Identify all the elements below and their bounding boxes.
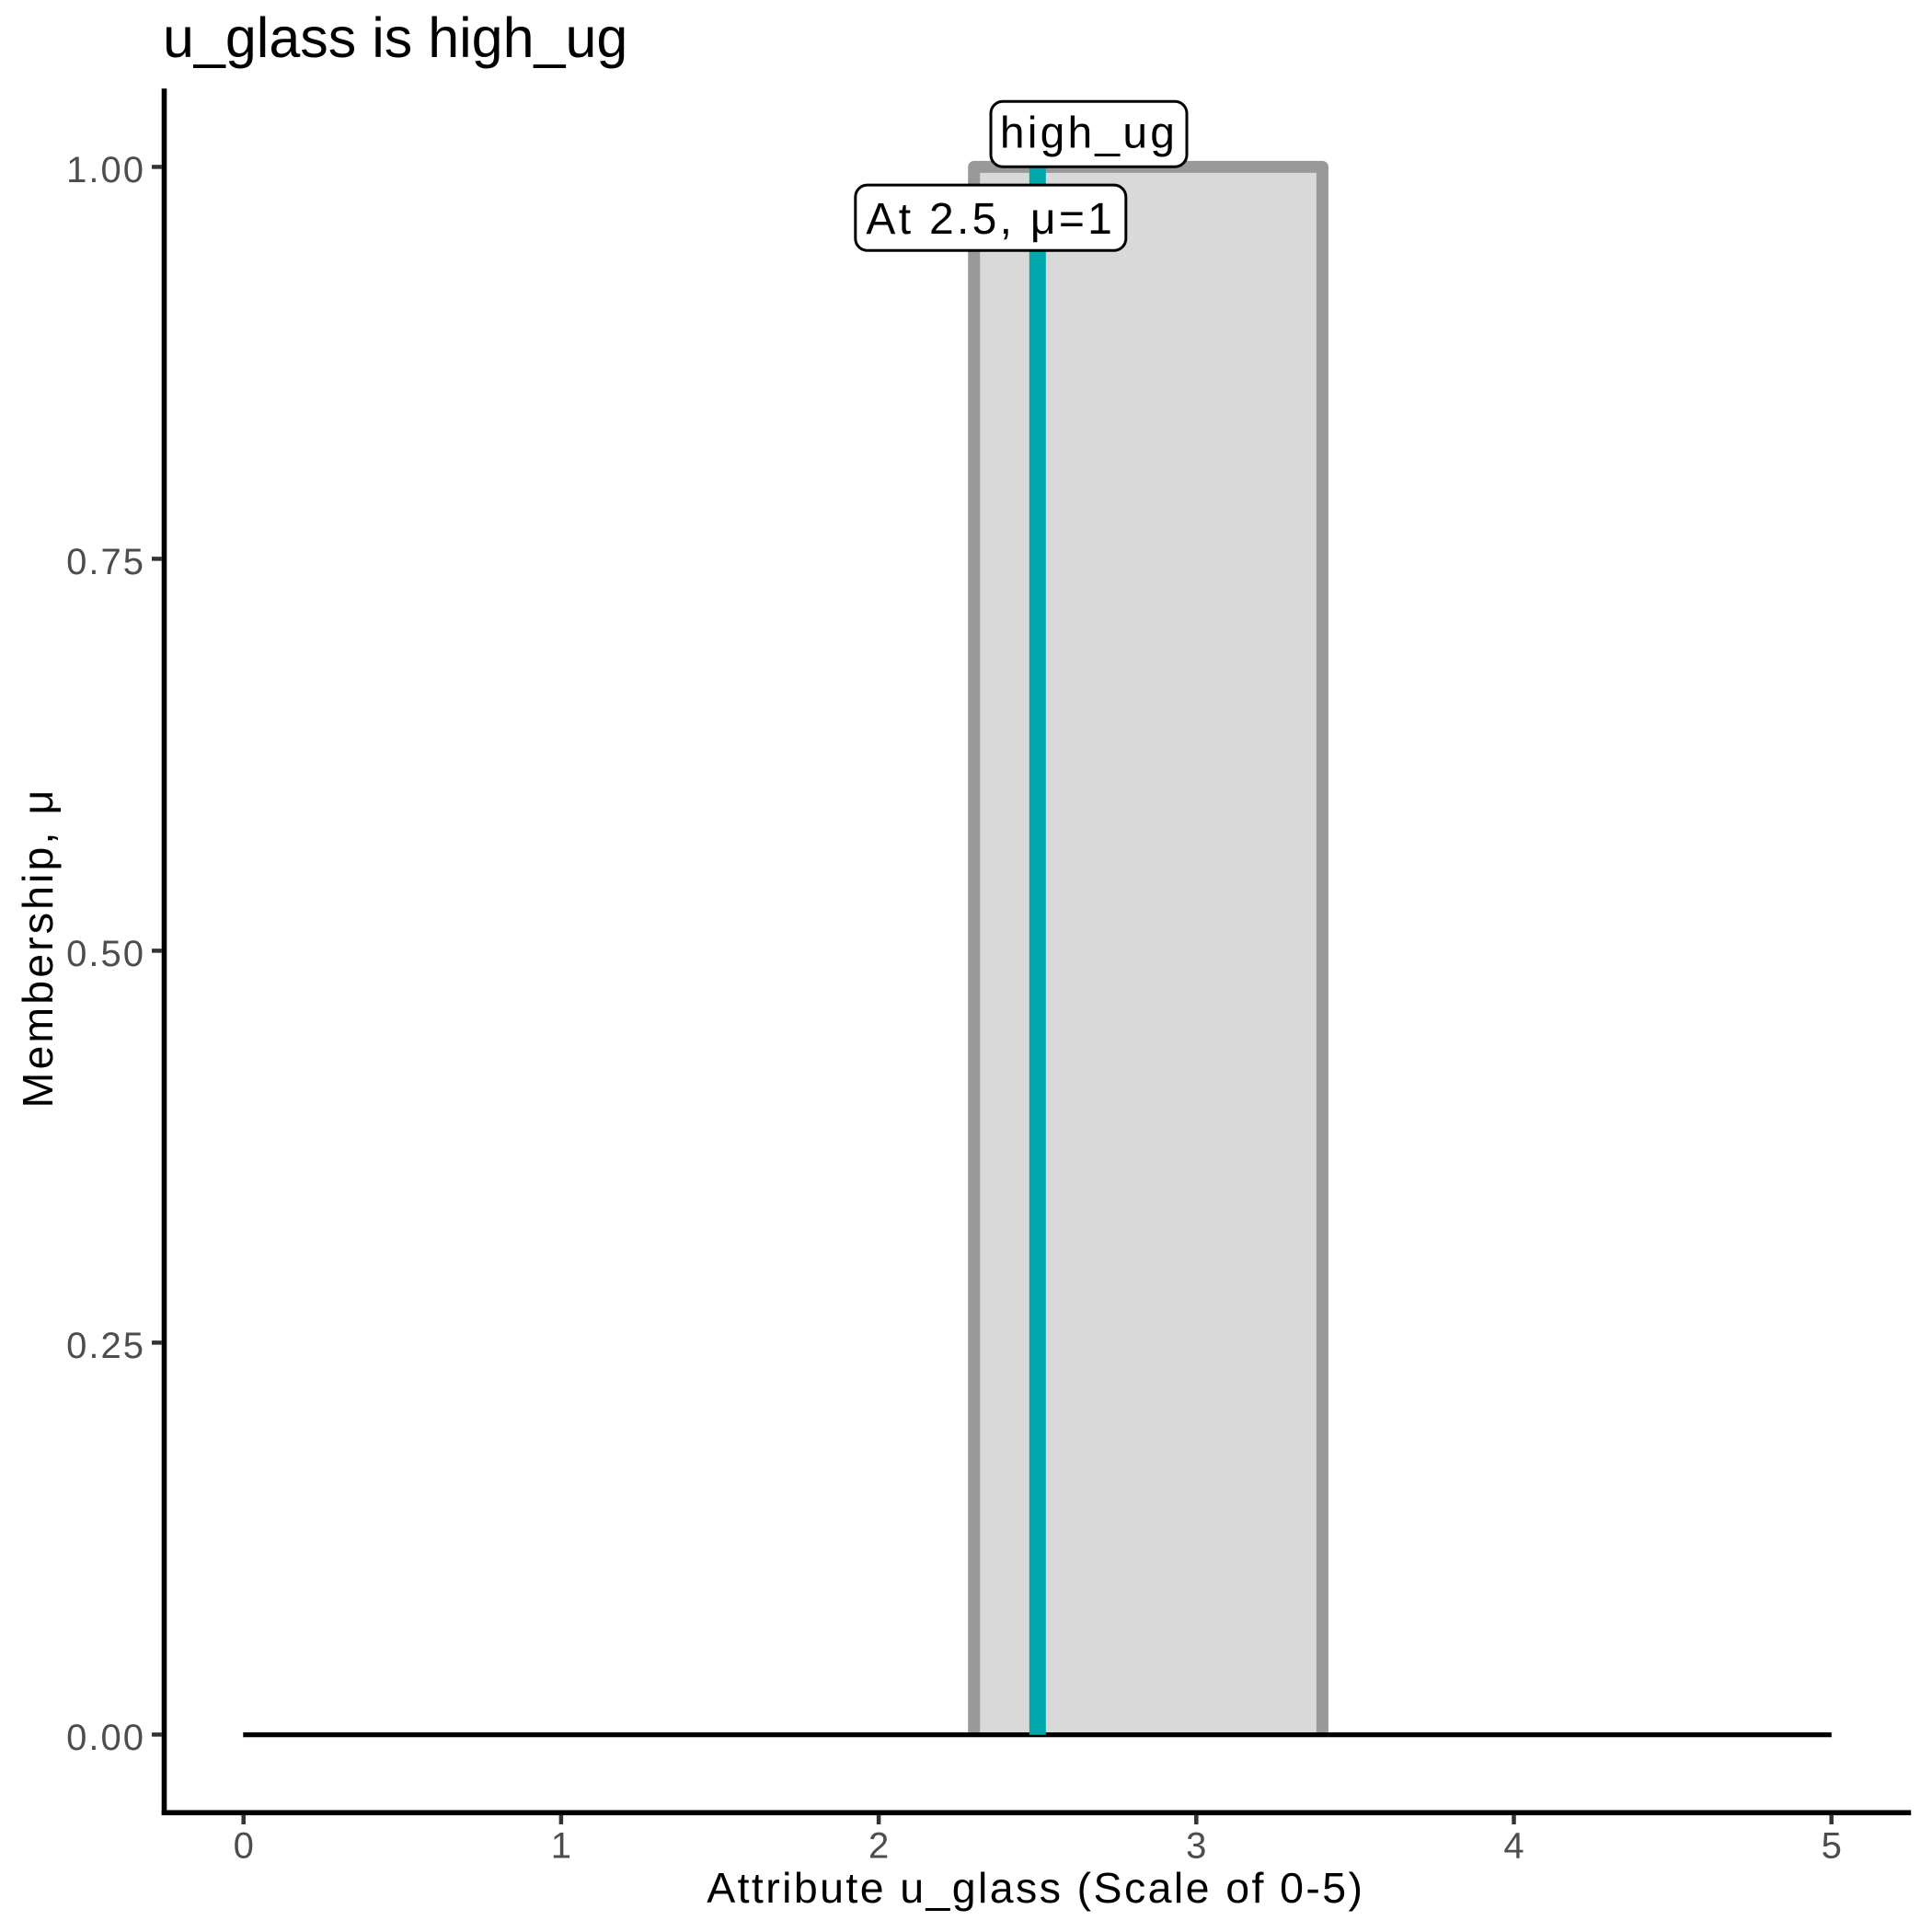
svg-text:high_ug: high_ug — [1000, 109, 1178, 157]
svg-text:u_glass is high_ug: u_glass is high_ug — [163, 6, 627, 69]
svg-text:5: 5 — [1822, 1826, 1842, 1867]
svg-text:0.50: 0.50 — [66, 934, 145, 974]
svg-text:2: 2 — [868, 1826, 889, 1867]
svg-text:Attribute u_glass (Scale of 0-: Attribute u_glass (Scale of 0-5) — [707, 1864, 1364, 1912]
svg-text:0.25: 0.25 — [66, 1326, 145, 1366]
svg-text:Membership, μ: Membership, μ — [14, 788, 62, 1109]
svg-text:0.75: 0.75 — [66, 542, 145, 582]
svg-text:4: 4 — [1503, 1826, 1524, 1867]
svg-text:0.00: 0.00 — [66, 1718, 145, 1758]
svg-text:1: 1 — [551, 1826, 571, 1867]
svg-text:1.00: 1.00 — [66, 150, 145, 190]
svg-text:At 2.5, μ=1: At 2.5, μ=1 — [866, 195, 1115, 244]
svg-text:3: 3 — [1186, 1826, 1206, 1867]
svg-text:0: 0 — [234, 1826, 254, 1867]
